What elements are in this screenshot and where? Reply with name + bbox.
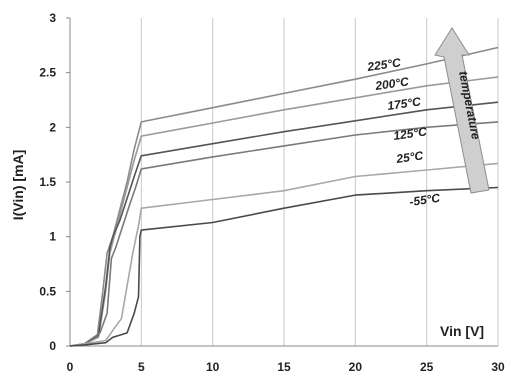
series-line--55c bbox=[69, 186, 499, 347]
y-tick-label: 0.5 bbox=[39, 284, 56, 298]
series-label-125c: 125°C bbox=[392, 124, 427, 143]
x-tick-label: 5 bbox=[138, 360, 145, 374]
series-label-175c: 175°C bbox=[386, 94, 421, 113]
series-lines bbox=[69, 46, 499, 347]
x-axis-title: Vin [V] bbox=[440, 323, 484, 339]
y-axis-title: I(Vin) [mA] bbox=[10, 150, 26, 221]
series-label-225c: 225°C bbox=[365, 55, 401, 74]
x-tick-label: 0 bbox=[67, 360, 74, 374]
series-label-25c: 25°C bbox=[394, 148, 424, 166]
x-tick-label: 15 bbox=[277, 360, 291, 374]
x-tick-label: 25 bbox=[420, 360, 434, 374]
x-tick-label: 20 bbox=[349, 360, 363, 374]
x-tick-label: 30 bbox=[491, 360, 505, 374]
y-tick-label: 2 bbox=[49, 120, 56, 134]
series-line-25c bbox=[69, 162, 499, 347]
y-tick-label: 1 bbox=[49, 230, 56, 244]
y-tick-label: 0 bbox=[49, 339, 56, 353]
series-line-225c bbox=[69, 46, 499, 347]
y-tick-label: 1.5 bbox=[39, 175, 56, 189]
series-label--55c: -55°C bbox=[408, 191, 441, 209]
axes bbox=[66, 17, 498, 347]
y-tick-label: 3 bbox=[49, 11, 56, 25]
series-line-175c bbox=[69, 101, 499, 347]
tick-labels: 0 5 10 15 20 25 30 0 0.5 1 1.5 2 2.5 3 bbox=[39, 11, 505, 374]
series-line-125c bbox=[69, 121, 499, 347]
y-tick-label: 2.5 bbox=[39, 66, 56, 80]
gridlines bbox=[140, 18, 499, 346]
x-tick-label: 10 bbox=[206, 360, 220, 374]
series-label-200c: 200°C bbox=[373, 74, 409, 93]
temperature-arrow bbox=[434, 27, 490, 194]
